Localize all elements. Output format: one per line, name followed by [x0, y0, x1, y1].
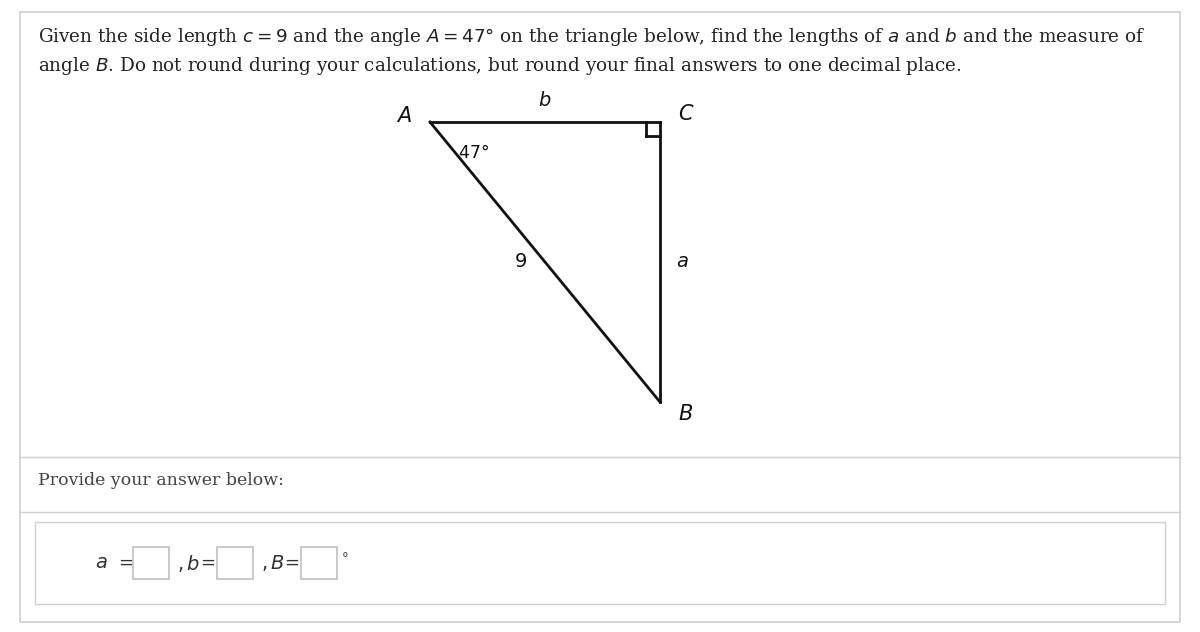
- Text: Provide your answer below:: Provide your answer below:: [38, 472, 284, 489]
- Bar: [133, 547, 169, 579]
- Text: $A$: $A$: [396, 106, 412, 126]
- Text: $C$: $C$: [678, 104, 695, 124]
- Text: $=$: $=$: [109, 554, 133, 572]
- Text: Given the side length $c = 9$ and the angle $A = 47°$ on the triangle below, fin: Given the side length $c = 9$ and the an…: [38, 26, 1146, 48]
- Text: $,B$: $,B$: [262, 553, 286, 573]
- Text: $=$: $=$: [275, 554, 299, 572]
- Bar: [35, 522, 1165, 604]
- Text: $b$: $b$: [539, 90, 552, 109]
- Text: $B$: $B$: [678, 404, 694, 424]
- Text: $a$: $a$: [95, 554, 108, 572]
- Bar: [217, 547, 253, 579]
- Text: angle $B$. Do not round during your calculations, but round your final answers t: angle $B$. Do not round during your calc…: [38, 55, 962, 77]
- Text: $a$: $a$: [676, 253, 689, 271]
- Text: $\circ$: $\circ$: [340, 546, 348, 560]
- Text: $,b$: $,b$: [178, 552, 200, 573]
- Text: $=$: $=$: [191, 554, 215, 572]
- Text: $9$: $9$: [515, 253, 528, 271]
- Bar: [301, 547, 337, 579]
- Text: $47°$: $47°$: [458, 144, 490, 162]
